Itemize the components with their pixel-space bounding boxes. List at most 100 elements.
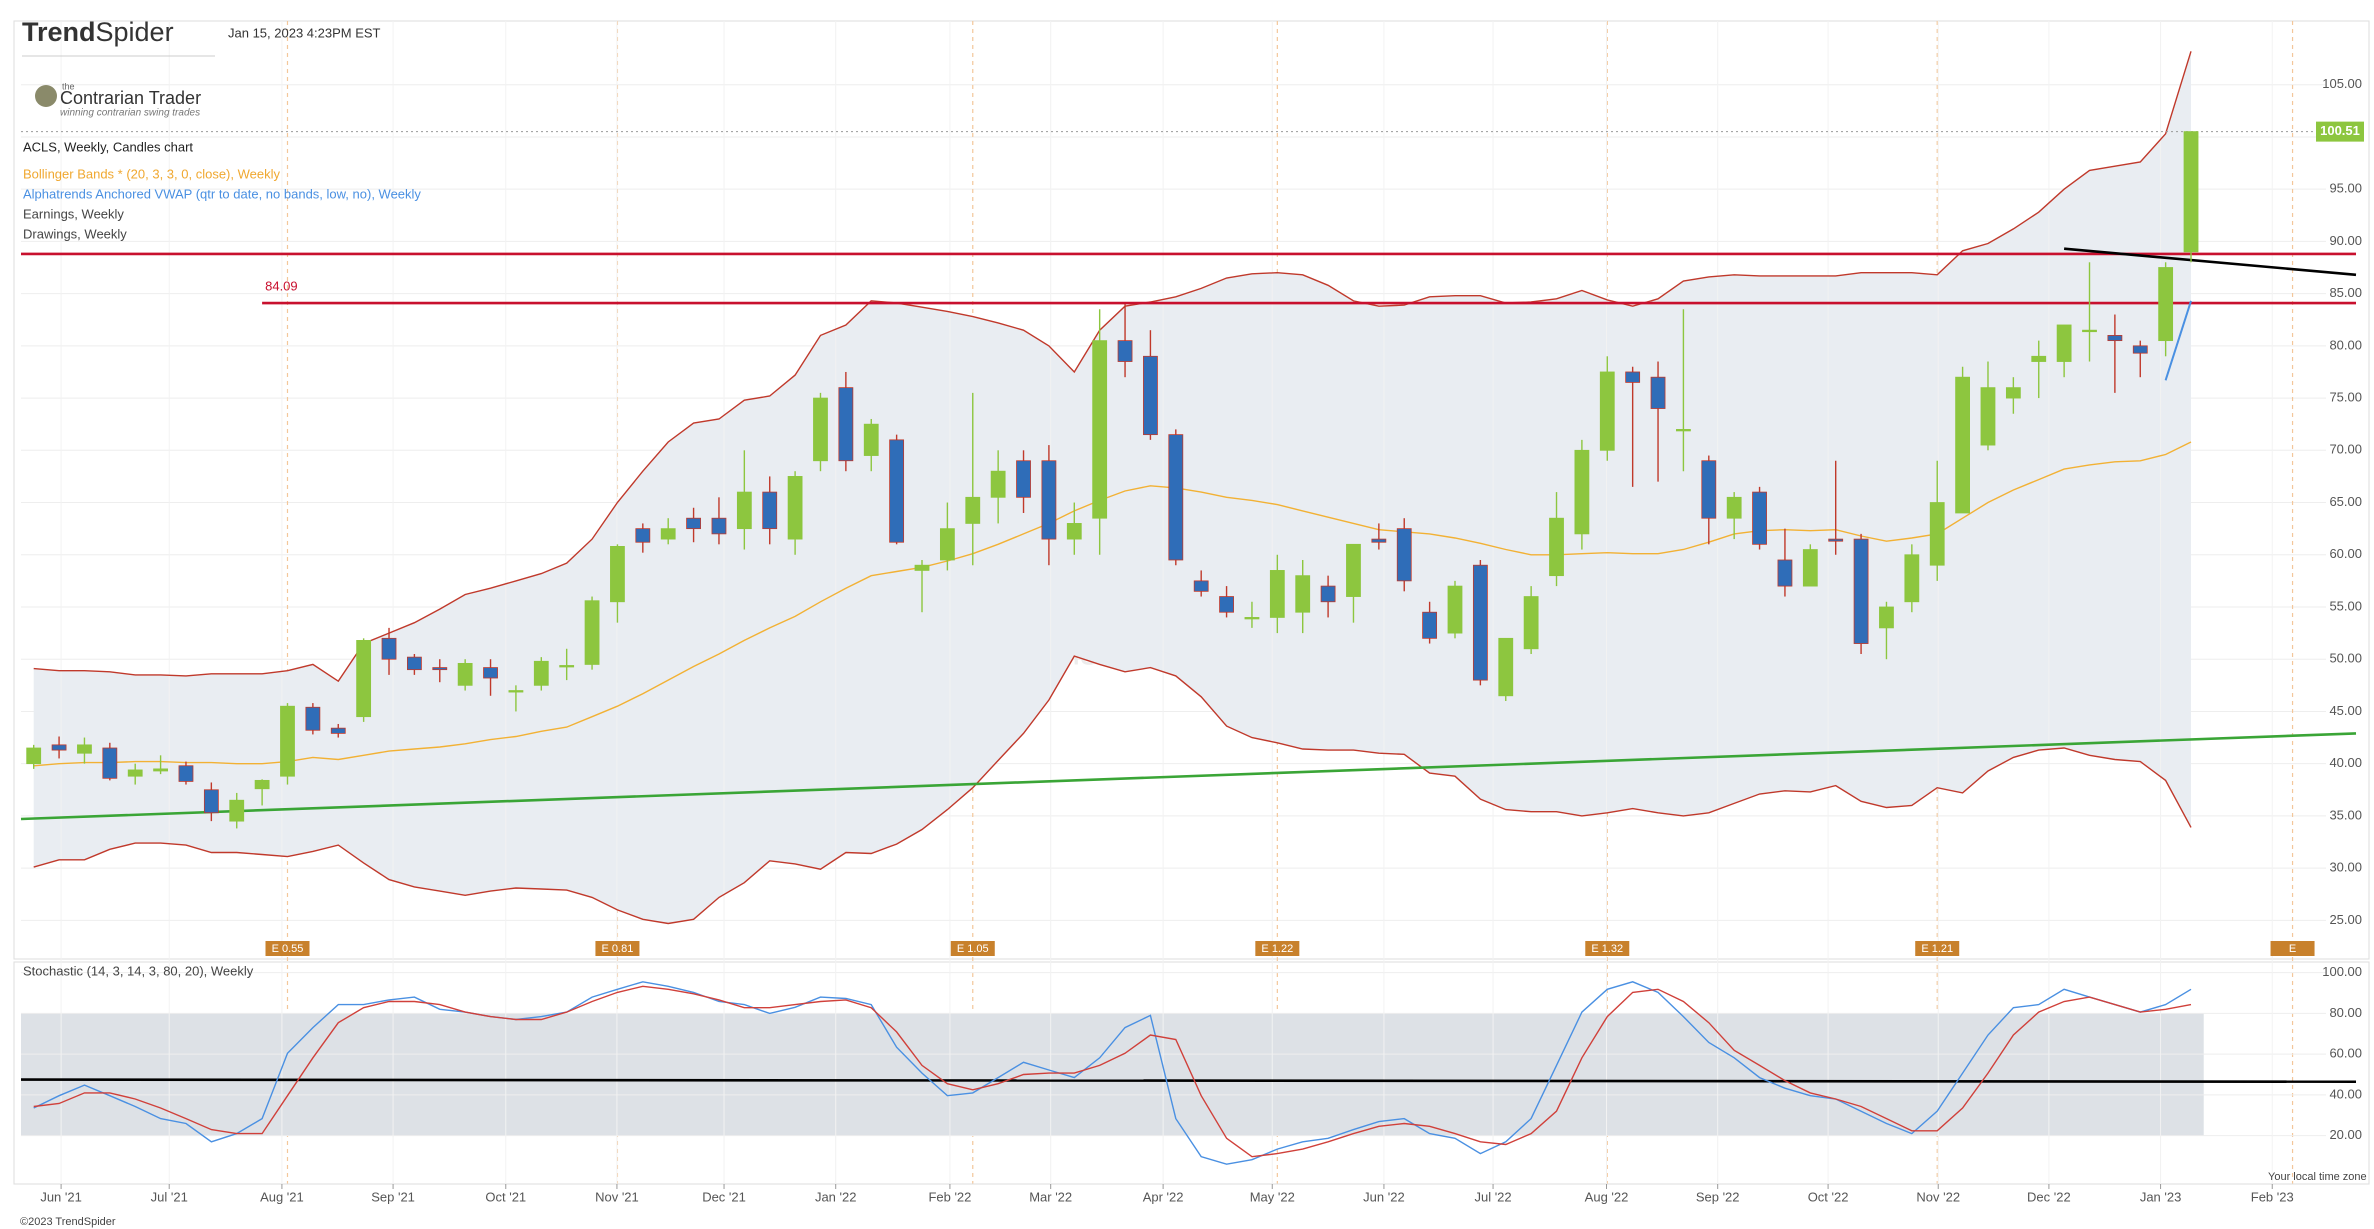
legend-drawings[interactable]: Drawings, Weekly (23, 226, 127, 241)
drawing-line (2063, 247, 2357, 277)
x-tick-label: Jul '21 (151, 1189, 188, 1204)
candle-body (432, 667, 448, 671)
candle-body (1523, 596, 1539, 650)
y-tick-label: 60.00 (2329, 546, 2362, 561)
candle-body (838, 387, 854, 462)
earnings-box (1255, 941, 1300, 956)
candle-body (457, 662, 473, 686)
candle-body (330, 727, 346, 734)
candle-body (2082, 329, 2097, 333)
earnings-box (2270, 941, 2315, 956)
bollinger-fill (33, 51, 2192, 924)
y-tick-label: 40.00 (2329, 755, 2362, 770)
y-tick-label: 25.00 (2329, 912, 2362, 927)
level-label: 84.09 (265, 279, 298, 294)
candle-body (762, 491, 778, 530)
x-tick-label: Jul '22 (1474, 1189, 1511, 1204)
y-tick-label: 60.00 (2329, 1046, 2362, 1061)
logo-rest: Spider (96, 17, 174, 47)
brand-the: the (62, 81, 75, 91)
last-price-box (2316, 121, 2364, 142)
y-tick-label: 85.00 (2329, 285, 2362, 300)
candle-body (203, 789, 219, 814)
candle-body (990, 470, 1006, 498)
candle-body (26, 747, 42, 765)
candle-body (51, 744, 67, 751)
y-tick-label: 45.00 (2329, 703, 2362, 718)
bollinger-upper (33, 51, 2192, 683)
candle-body (584, 600, 600, 665)
candle-body (1904, 554, 1920, 603)
logo-bold: Trend (22, 17, 96, 47)
legend-vwap[interactable]: Alphatrends Anchored VWAP (qtr to date, … (23, 186, 421, 201)
candle-body (914, 564, 930, 571)
drawing-line (20, 732, 2357, 821)
candle-body (1726, 496, 1742, 519)
candle-body (787, 476, 803, 540)
legend-bollinger[interactable]: Bollinger Bands * (20, 3, 3, 0, close), … (23, 166, 280, 181)
y-tick-label: 40.00 (2329, 1086, 2362, 1101)
candle-body (102, 747, 118, 779)
candle-body (2056, 324, 2072, 362)
candle-body (1168, 434, 1184, 561)
candle-body (1853, 538, 1869, 644)
x-tick-label: Aug '21 (260, 1189, 304, 1204)
stochastic-trendline (20, 1078, 2357, 1083)
logo[interactable]: TrendSpider (22, 17, 174, 47)
candle-body (508, 690, 524, 693)
candle-body (813, 397, 828, 462)
candle-body (1422, 611, 1438, 639)
candle-body (229, 799, 245, 822)
candle-body (1193, 580, 1209, 592)
candle-body (178, 765, 194, 782)
earnings-label: E 1.32 (1591, 943, 1623, 955)
candle-body (1016, 460, 1031, 498)
candle-body (1980, 387, 1996, 446)
candle-body (1828, 538, 1844, 542)
legend-earnings[interactable]: Earnings, Weekly (23, 206, 124, 221)
y-tick-label: 90.00 (2329, 233, 2362, 248)
candle-body (1143, 355, 1158, 436)
candle-body (1117, 340, 1133, 362)
x-tick-label: Apr '22 (1143, 1189, 1184, 1204)
candle-body (1295, 575, 1311, 613)
candle-body (1625, 371, 1641, 383)
legend-title[interactable]: ACLS, Weekly, Candles chart (23, 139, 193, 154)
candle-body (1472, 564, 1488, 681)
y-tick-label: 30.00 (2329, 860, 2362, 875)
earnings-label: E 0.81 (602, 943, 634, 955)
earnings-label: E 1.05 (957, 943, 989, 955)
stochastic-band (21, 1013, 2204, 1136)
y-tick-label: 80.00 (2329, 337, 2362, 352)
candle-body (635, 528, 651, 543)
candle-body (1879, 606, 1894, 629)
candle-body (533, 660, 549, 686)
y-tick-label: 65.00 (2329, 494, 2362, 509)
stochastic-title[interactable]: Stochastic (14, 3, 14, 3, 80, 20), Weekl… (23, 963, 254, 978)
candle-body (1676, 429, 1691, 432)
panel-frame (13, 20, 2370, 960)
candle-body (711, 517, 727, 535)
back-layer: ACLSAxcelis Technologies, Inc. (13, 20, 2370, 1185)
candle-body (686, 517, 701, 530)
candle-body (406, 656, 422, 671)
candle-body (1244, 617, 1260, 620)
y-tick-label: 55.00 (2329, 598, 2362, 613)
candle-body (153, 768, 168, 772)
candle-body (1599, 371, 1615, 451)
candle-body (1447, 585, 1463, 634)
candle-body (1066, 523, 1082, 540)
candle-body (1269, 570, 1285, 618)
candle-body (1701, 460, 1717, 519)
candle-body (1574, 449, 1590, 535)
x-tick-label: Sep '22 (1696, 1189, 1740, 1204)
earnings-box (950, 941, 995, 956)
stochastic-line (33, 985, 2192, 1158)
candle-body (2107, 335, 2123, 342)
candle-body (2005, 387, 2021, 399)
candle-body (1219, 596, 1234, 613)
bollinger-middle (33, 441, 2192, 767)
x-tick-label: Sep '21 (371, 1189, 415, 1204)
brand-tagline: winning contrarian swing trades (60, 108, 200, 119)
